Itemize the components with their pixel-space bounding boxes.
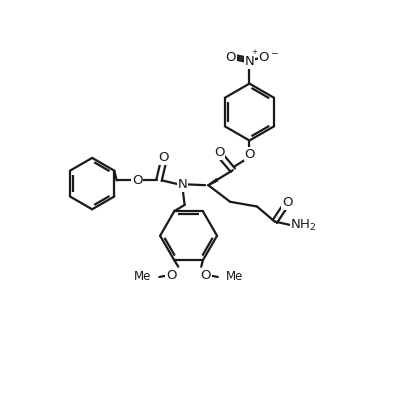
Text: O: O (226, 51, 236, 64)
Text: O$^-$: O$^-$ (258, 51, 279, 64)
Text: Me: Me (226, 271, 243, 283)
Text: O: O (201, 269, 211, 282)
Text: O: O (282, 196, 293, 209)
Text: $^+$: $^+$ (250, 49, 259, 59)
Text: O: O (166, 269, 176, 282)
Text: O: O (244, 148, 255, 161)
Text: O: O (214, 146, 225, 159)
Text: NH$_2$: NH$_2$ (290, 218, 317, 233)
Text: O: O (158, 151, 169, 164)
Text: O: O (132, 174, 142, 187)
Text: N: N (178, 178, 188, 191)
Text: N: N (244, 55, 254, 68)
Text: Me: Me (134, 271, 151, 283)
